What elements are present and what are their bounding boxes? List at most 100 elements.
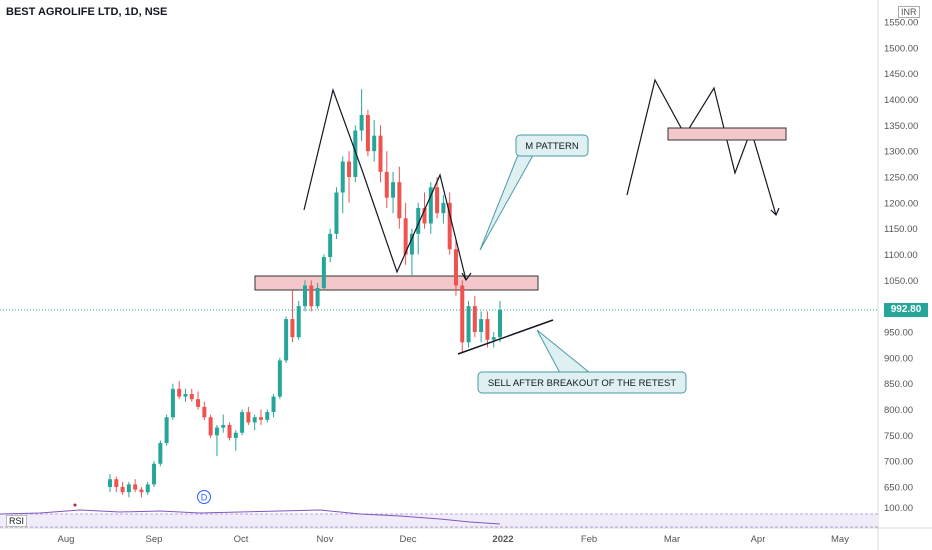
schematic-zone[interactable] xyxy=(667,127,787,141)
candle-body xyxy=(378,135,383,172)
candle-body xyxy=(221,425,226,428)
price-tick-label: 800.00 xyxy=(884,405,913,416)
rsi-tick: 100.00 xyxy=(884,503,913,514)
candle-body xyxy=(240,412,245,433)
candle-body xyxy=(479,319,484,332)
candle-body xyxy=(353,130,358,177)
candle-body xyxy=(397,182,402,219)
candle-body xyxy=(296,306,301,338)
candle-body xyxy=(359,115,364,131)
m-pattern-arrowhead xyxy=(461,272,472,282)
candle-body xyxy=(403,218,408,255)
candles xyxy=(108,89,502,498)
candle-body xyxy=(145,484,150,493)
time-tick-label: Feb xyxy=(581,534,597,545)
price-tick-label: 1250.00 xyxy=(884,173,918,184)
price-tick-label: 950.00 xyxy=(884,328,913,339)
candle-body xyxy=(265,412,270,420)
last-price-tag: 992.80 xyxy=(884,303,928,317)
time-tick-label: Oct xyxy=(234,534,249,545)
price-tick-label: 1450.00 xyxy=(884,69,918,80)
candle-body xyxy=(303,285,307,307)
candle-body xyxy=(384,171,389,198)
price-tick-label: 900.00 xyxy=(884,353,913,364)
candle-body xyxy=(227,425,232,438)
price-tick-label: 1550.00 xyxy=(884,18,918,29)
candle-body xyxy=(108,479,112,487)
candle-body xyxy=(271,396,276,413)
time-tick-label: Mar xyxy=(664,534,680,545)
price-tick-label: 850.00 xyxy=(884,379,913,390)
resistance-zone[interactable] xyxy=(254,275,539,291)
candle-body xyxy=(315,288,320,307)
candle-body xyxy=(177,388,182,397)
candle-body xyxy=(158,443,163,464)
candle-body xyxy=(435,187,440,214)
candle-body xyxy=(139,489,144,493)
candle-body xyxy=(164,417,169,444)
candle-body xyxy=(485,319,490,340)
candle-body xyxy=(372,135,377,152)
candle-body xyxy=(321,257,326,289)
time-tick-label: May xyxy=(831,534,849,545)
candle-body xyxy=(498,309,502,338)
schematic-arrowhead xyxy=(770,207,780,217)
time-tick-label: Sep xyxy=(146,534,163,545)
trendline[interactable] xyxy=(457,319,554,355)
candle-body xyxy=(309,285,314,307)
m-pattern-drawing[interactable] xyxy=(303,87,467,281)
rsi-pane-band xyxy=(0,514,878,527)
candle-body xyxy=(334,192,339,234)
candle-body xyxy=(120,487,125,493)
price-tick-label: 650.00 xyxy=(884,483,913,494)
rsi-label[interactable]: RSI xyxy=(6,515,28,527)
chart-title: BEST AGROLIFE LTD, 1D, NSE xyxy=(6,6,168,18)
price-tick-label: 1400.00 xyxy=(884,95,918,106)
price-tick-label: 1200.00 xyxy=(884,198,918,209)
price-tick-label: 1050.00 xyxy=(884,276,918,287)
candle-body xyxy=(422,208,427,224)
dividend-marker[interactable] xyxy=(197,490,211,504)
schematic-m-pattern[interactable] xyxy=(626,78,777,216)
candle-body xyxy=(202,406,207,418)
candle-body xyxy=(391,182,396,198)
candle-body xyxy=(472,306,477,332)
price-tick-label: 1500.00 xyxy=(884,43,918,54)
candle-body xyxy=(428,187,433,224)
candle-body xyxy=(447,202,452,250)
candle-body xyxy=(189,394,194,400)
candle-body xyxy=(170,388,175,418)
candle-body xyxy=(114,479,119,487)
price-tick-label: 1300.00 xyxy=(884,147,918,158)
time-tick-label: 2022 xyxy=(492,534,513,545)
price-tick-label: 700.00 xyxy=(884,457,913,468)
m-pattern-callout[interactable] xyxy=(515,134,589,157)
candle-body xyxy=(453,249,458,286)
price-axis: 1550.00 1500.00 1450.00 1400.00 1350.00 1300.… xyxy=(884,18,918,494)
candle-body xyxy=(441,202,446,214)
candle-body xyxy=(491,337,496,340)
candle-body xyxy=(208,417,213,436)
candle-body xyxy=(258,417,263,420)
price-tick-label: 1100.00 xyxy=(884,250,918,261)
candle-body xyxy=(252,417,257,423)
candle-body xyxy=(460,285,465,343)
candle-body xyxy=(233,432,238,438)
candle-body xyxy=(133,484,138,490)
currency-label[interactable]: INR xyxy=(898,6,920,18)
sell-callout[interactable] xyxy=(477,371,687,394)
price-tick-label: 750.00 xyxy=(884,431,913,442)
time-tick-label: Aug xyxy=(58,534,75,545)
time-tick-label: Nov xyxy=(317,534,334,545)
candle-body xyxy=(347,161,352,177)
sell-callout-pointer xyxy=(536,329,592,374)
price-tick-label: 1150.00 xyxy=(884,224,918,235)
m-pattern-callout-pointer xyxy=(479,149,537,251)
candle-body xyxy=(365,115,370,152)
candle-body xyxy=(152,463,157,485)
candle-body xyxy=(196,399,201,407)
rsi-line xyxy=(0,509,501,525)
time-tick-label: Apr xyxy=(751,534,766,545)
candle-body xyxy=(183,394,188,397)
